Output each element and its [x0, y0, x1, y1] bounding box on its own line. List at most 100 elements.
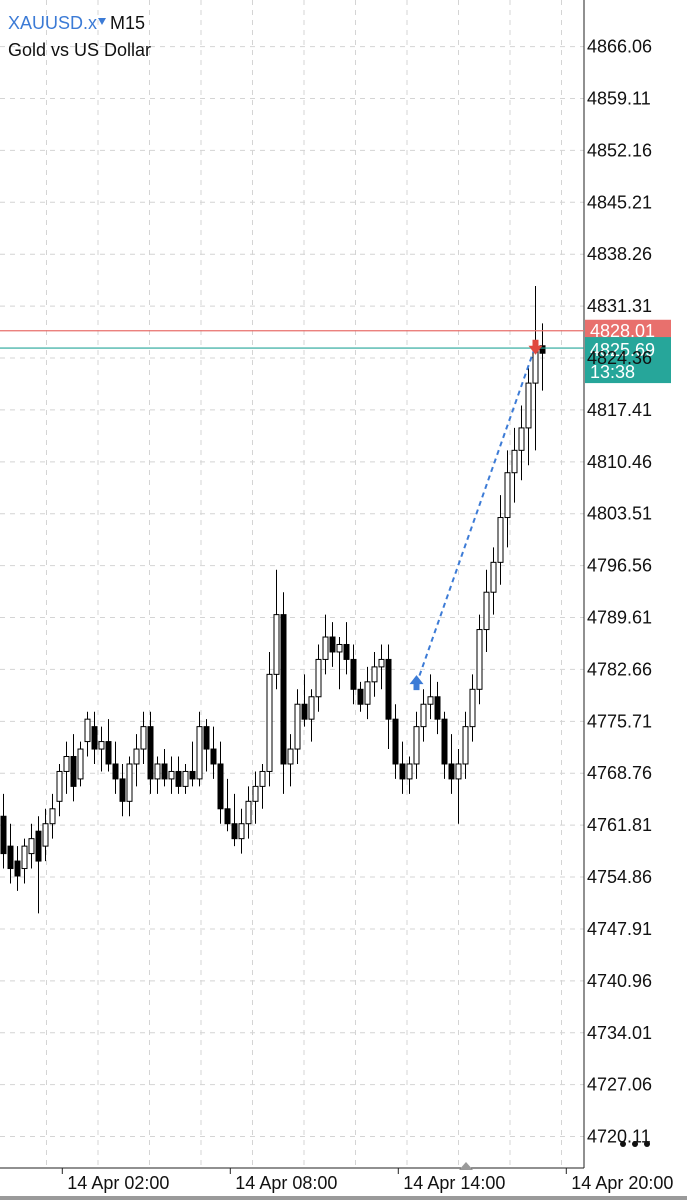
price-tick-label: 4845.21	[587, 192, 652, 212]
price-tick-label: 4852.16	[587, 140, 652, 160]
candle-body	[294, 703, 301, 750]
price-tick-label: 4768.76	[587, 763, 652, 783]
candle-body	[7, 845, 14, 870]
time-tick-label: 14 Apr 14:00	[403, 1173, 505, 1193]
candle-body	[259, 770, 266, 787]
time-axis[interactable]: 14 Apr 02:00 14 Apr 08:00 14 Apr 14:00 14 A…	[61, 1168, 673, 1193]
candle-body	[434, 696, 441, 720]
candle-body	[476, 629, 483, 690]
candle-body	[301, 703, 308, 720]
candle-body	[35, 830, 42, 862]
ask-price-label: 4828.01	[590, 321, 655, 341]
candle-body	[462, 726, 469, 765]
candle-body	[280, 614, 287, 765]
candle-body	[336, 643, 343, 653]
trade-connector-line	[415, 345, 537, 685]
candle-body	[469, 688, 476, 728]
candle-body	[357, 688, 364, 705]
candle-body	[385, 658, 392, 720]
candle-body	[77, 748, 84, 780]
candle-body	[455, 763, 462, 780]
price-tick-label: 4747.91	[587, 919, 652, 939]
candle-body	[119, 778, 126, 802]
candle-body	[364, 681, 371, 705]
trade-markers	[409, 339, 543, 691]
candle-body	[371, 666, 378, 683]
candle-body	[105, 741, 112, 765]
candle-body	[252, 785, 259, 802]
candle-body	[350, 658, 357, 690]
ask-price-tag	[585, 319, 671, 342]
candle-body	[413, 726, 420, 765]
candle-body	[63, 756, 70, 772]
candle-body	[322, 636, 329, 660]
price-tick-label: 4859.11	[587, 89, 651, 109]
bar-countdown-label: 13:38	[590, 362, 635, 382]
scroll-handle-icon[interactable]	[459, 1162, 473, 1170]
candle-body	[189, 770, 196, 780]
price-tick-label: 4866.06	[587, 37, 652, 57]
price-tick-label: 4824.36	[587, 348, 652, 368]
candle-body	[511, 449, 518, 474]
candle-body	[42, 823, 49, 847]
bid-price-tag	[585, 337, 671, 384]
candle-body	[56, 770, 63, 802]
timeframe-label[interactable]: M15	[110, 13, 146, 33]
dot	[644, 1141, 650, 1147]
symbol-name[interactable]: XAUUSD.x	[8, 13, 98, 33]
price-tick-label: 4782.66	[587, 659, 652, 679]
candle-body	[70, 756, 77, 787]
candle-body	[84, 718, 91, 743]
arrow-up-icon	[409, 675, 424, 691]
candle-body	[231, 823, 238, 840]
arrow-down-icon	[528, 339, 543, 355]
candle-body	[168, 770, 175, 780]
candle-body	[420, 703, 427, 728]
candle-body	[133, 748, 140, 765]
price-tick-label: 4810.46	[587, 452, 652, 472]
candle-body	[49, 808, 56, 825]
candle-body	[238, 823, 245, 840]
candle-body	[245, 800, 252, 825]
candle-body	[525, 382, 532, 429]
candles	[0, 286, 546, 914]
time-tick-label: 14 Apr 02:00	[67, 1173, 169, 1193]
candle-body	[21, 845, 28, 870]
candle-body	[161, 763, 168, 780]
candle-body	[140, 726, 147, 750]
candle-body	[91, 726, 98, 750]
more-dots-icon[interactable]	[620, 1136, 660, 1152]
price-tick-label: 4727.06	[587, 1075, 652, 1095]
bid-price-label: 4825.69	[590, 340, 655, 360]
candle-body	[28, 838, 35, 855]
candle-body	[504, 472, 511, 519]
symbol-dropdown-icon[interactable]	[98, 18, 106, 25]
time-tick-label: 14 Apr 20:00	[571, 1173, 673, 1193]
candle-body	[518, 427, 525, 451]
candle-body	[98, 741, 105, 750]
candle-body	[483, 591, 490, 631]
price-tick-label: 4775.71	[587, 711, 652, 731]
candle-body	[378, 658, 385, 668]
price-axis[interactable]: 4866.06 4859.11 4852.16 4845.21 4838.26 4831.…	[587, 37, 652, 1147]
candle-body	[406, 763, 413, 780]
candle-body	[490, 561, 497, 593]
candle-body	[154, 763, 161, 780]
candle-body	[399, 763, 406, 780]
candle-body	[427, 696, 434, 705]
candle-body	[266, 673, 273, 772]
candle-body	[0, 815, 7, 855]
candle-body	[343, 643, 350, 660]
candle-body	[287, 748, 294, 765]
price-tick-label: 4796.56	[587, 556, 652, 576]
candle-body	[441, 718, 448, 765]
time-tick-label: 14 Apr 08:00	[235, 1173, 337, 1193]
price-tick-label: 4838.26	[587, 244, 652, 264]
price-tick-label: 4789.61	[587, 608, 652, 628]
price-tick-label: 4734.01	[587, 1023, 652, 1043]
price-tick-label: 4831.31	[587, 296, 652, 316]
candle-body	[448, 763, 455, 780]
candle-body	[126, 763, 133, 802]
